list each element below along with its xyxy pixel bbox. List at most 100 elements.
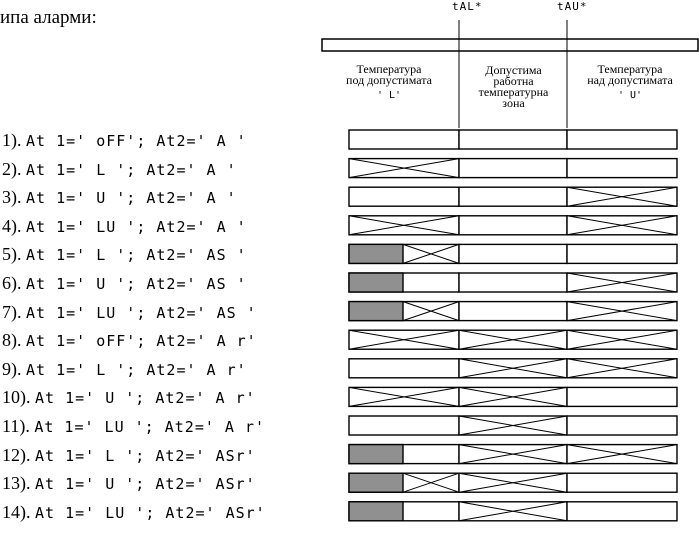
low-threshold-marker: tAL* (452, 0, 483, 13)
cell-cross (566, 215, 678, 236)
row-index: 4). (2, 215, 22, 236)
row-config: At 1=' L '; At2=' AS ' (26, 246, 247, 265)
cell-cross (348, 329, 460, 350)
row-label: 1). At 1=' oFF'; At2=' A ' (2, 130, 247, 150)
cell-blank (458, 300, 568, 322)
cell-shade-cross (348, 243, 460, 265)
cell-blank (348, 186, 460, 207)
row-config: At 1=' U '; At2=' A ' (26, 189, 237, 208)
cell-shade (348, 443, 460, 465)
row-config: At 1=' L '; At2=' A ' (26, 160, 237, 179)
cell-blank (566, 501, 678, 522)
row-config: At 1=' oFF'; At2=' A r' (26, 332, 257, 351)
row-index: 11). (2, 416, 30, 436)
row-config: At 1=' L '; At2=' ASr' (35, 446, 256, 465)
cell-cross (458, 386, 568, 408)
row-label: 2). At 1=' L '; At2=' A ' (2, 159, 237, 179)
cell-cross (348, 386, 460, 408)
high-threshold-marker: tAU* (557, 0, 588, 13)
column-header-below-line-2: под допустимата (346, 73, 432, 87)
column-header-working-line-4: зона (502, 96, 525, 110)
row-index: 3). (2, 187, 22, 208)
column-header-above-code: ' U' (617, 90, 643, 101)
row-label: 3). At 1=' U '; At2=' A ' (2, 187, 237, 207)
column-header-working: Допустима работна температурна зона (461, 63, 566, 110)
column-header-below-code: ' L' (376, 90, 402, 101)
scale-bar (321, 38, 699, 52)
row-index: 1). (2, 130, 22, 150)
cell-cross (566, 329, 678, 350)
cell-blank (566, 129, 678, 150)
cell-blank (458, 186, 568, 207)
column-header-above-line-1: Температура (597, 62, 663, 76)
row-label: 13). At 1=' U '; At2=' ASr' (2, 473, 256, 493)
column-header-above: Температура над допустимата ' U' (568, 62, 692, 101)
column-header-below: Температура под допустимата ' L' (322, 62, 456, 101)
cell-cross (566, 300, 678, 322)
cell-cross (458, 472, 568, 493)
cell-shade-cross (348, 472, 460, 493)
row-index: 6). (2, 273, 22, 293)
cell-blank (348, 129, 460, 150)
row-config: At 1=' U '; At2=' AS ' (26, 275, 247, 293)
cell-blank (566, 157, 678, 179)
row-index: 2). (2, 158, 22, 179)
row-index: 9). (2, 358, 22, 379)
cell-blank (566, 415, 678, 436)
row-boxes (348, 129, 678, 522)
cell-cross (566, 443, 678, 465)
cell-cross (348, 215, 460, 236)
cell-blank (458, 215, 568, 236)
row-label: 6). At 1=' U '; At2=' AS ' (2, 273, 247, 293)
column-header-working-line-2: работна (493, 74, 534, 88)
cell-cross (566, 358, 678, 379)
cell-blank (566, 243, 678, 265)
row-label: 5). At 1=' L '; At2=' AS ' (2, 244, 247, 264)
cell-shade-cross (348, 300, 460, 322)
row-config: At 1=' LU '; At2=' A r' (34, 418, 266, 436)
row-config: At 1=' U '; At2=' A r' (35, 389, 256, 408)
row-index: 5). (2, 244, 22, 265)
row-label: 9). At 1=' L '; At2=' A r' (2, 359, 247, 379)
cell-blank (458, 129, 568, 150)
row-index: 8). (2, 330, 22, 351)
cell-blank (348, 415, 460, 436)
column-header-below-line-1: Температура (356, 62, 422, 76)
row-index: 13). (2, 473, 31, 494)
cell-cross (566, 272, 678, 293)
row-config: At 1=' oFF'; At2=' A ' (26, 132, 247, 150)
row-label: 14). At 1=' LU '; At2=' ASr' (2, 502, 266, 522)
row-config: At 1=' LU '; At2=' A ' (26, 217, 247, 236)
cell-cross (458, 415, 568, 436)
row-label: 10). At 1=' U '; At2=' A r' (2, 387, 256, 407)
cell-shade (348, 501, 460, 522)
intro-text: ипа аларми: (0, 7, 97, 28)
cell-cross (566, 186, 678, 207)
row-index: 12). (2, 444, 31, 465)
column-header-working-line-1: Допустима (485, 63, 542, 77)
row-label: 12). At 1=' L '; At2=' ASr' (2, 445, 256, 465)
cell-cross (458, 358, 568, 379)
cell-blank (348, 358, 460, 379)
cell-blank (458, 157, 568, 179)
row-config: At 1=' U '; At2=' ASr' (35, 475, 256, 494)
row-label: 8). At 1=' oFF'; At2=' A r' (2, 330, 257, 350)
cell-blank (566, 386, 678, 408)
cell-blank (458, 272, 568, 293)
cell-blank (566, 472, 678, 493)
cell-cross (458, 443, 568, 465)
cell-blank (458, 243, 568, 265)
cell-shade (348, 272, 460, 293)
cell-cross (348, 157, 460, 179)
column-header-above-line-2: над допустимата (587, 73, 673, 87)
cell-cross (458, 501, 568, 522)
row-index: 7). (2, 301, 22, 322)
row-label: 4). At 1=' LU '; At2=' A ' (2, 216, 247, 236)
row-config: At 1=' LU '; At2=' ASr' (35, 503, 266, 522)
row-label: 7). At 1=' LU '; At2=' AS ' (2, 302, 257, 322)
row-config: At 1=' L '; At2=' A r' (26, 360, 247, 379)
row-index: 10). (2, 387, 31, 408)
cell-cross (458, 329, 568, 350)
row-index: 14). (2, 501, 31, 522)
